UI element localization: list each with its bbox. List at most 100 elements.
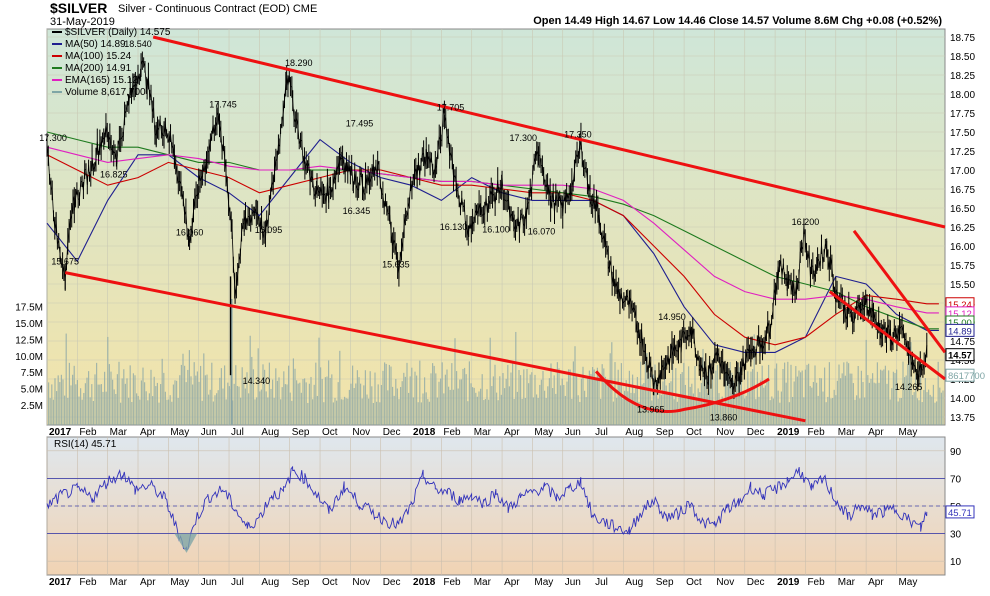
- volume-bar: [158, 402, 160, 425]
- volume-bar: [846, 361, 848, 425]
- volume-bar: [307, 402, 309, 425]
- volume-bar: [262, 364, 264, 425]
- volume-bar: [379, 402, 381, 425]
- rsi-line: [46, 465, 928, 551]
- volume-bar: [576, 374, 578, 425]
- volume-bar: [302, 379, 304, 425]
- volume-bar: [662, 381, 664, 425]
- volume-bar: [264, 369, 266, 425]
- volume-bar: [465, 374, 467, 425]
- volume-bar: [430, 373, 432, 425]
- volume-bar: [792, 396, 794, 425]
- volume-bar: [481, 374, 483, 425]
- price-tick-label: 15.50: [950, 280, 975, 291]
- volume-bar: [531, 372, 533, 425]
- volume-bar: [460, 379, 462, 425]
- volume-bar: [529, 374, 531, 425]
- price-tick-label: 16.00: [950, 242, 975, 253]
- volume-bar: [856, 395, 858, 425]
- volume-bar: [48, 382, 50, 425]
- price-tick-label: 14.00: [950, 394, 975, 405]
- volume-bar: [624, 390, 626, 425]
- volume-bar: [54, 378, 56, 425]
- volume-bar: [475, 392, 477, 425]
- volume-bar: [744, 398, 746, 425]
- volume-bar: [64, 395, 66, 425]
- volume-bar: [556, 362, 558, 425]
- volume-bar: [886, 383, 888, 425]
- legend-swatch: [52, 31, 62, 34]
- volume-bar: [830, 398, 832, 425]
- volume-bar: [412, 397, 414, 425]
- volume-bar: [299, 382, 301, 425]
- volume-bar: [932, 384, 934, 425]
- volume-bar: [249, 335, 251, 425]
- x-tick-label: Jul: [595, 427, 608, 438]
- price-tick-label: 17.75: [950, 109, 975, 120]
- volume-bar: [918, 400, 920, 425]
- price-tick-label: 17.50: [950, 128, 975, 139]
- volume-bar: [236, 385, 238, 425]
- volume-bar: [528, 383, 530, 425]
- volume-bar: [83, 392, 85, 425]
- volume-bar: [342, 399, 344, 425]
- x-tick-label: Nov: [352, 427, 370, 438]
- volume-tick-label: 17.5M: [15, 303, 43, 314]
- volume-bar: [424, 377, 426, 425]
- volume-bar: [441, 362, 443, 425]
- volume-bar: [328, 360, 330, 425]
- volume-bar: [76, 380, 78, 425]
- volume-bar: [49, 398, 51, 425]
- volume-bar: [99, 384, 101, 425]
- volume-tick-label: 15.0M: [15, 319, 43, 330]
- volume-bar: [176, 380, 178, 425]
- x-tick-label: Sep: [292, 577, 310, 588]
- volume-bar: [574, 346, 576, 425]
- price-tick-label: 17.25: [950, 147, 975, 158]
- legend-swatch: [52, 43, 62, 46]
- volume-bar: [884, 365, 886, 425]
- volume-bar: [552, 388, 554, 425]
- volume-bar: [356, 370, 358, 425]
- volume-bar: [220, 368, 222, 425]
- volume-bar: [860, 370, 862, 425]
- volume-bar: [89, 397, 91, 425]
- volume-bar: [56, 391, 58, 425]
- price-tick-label: 18.50: [950, 52, 975, 63]
- volume-bar: [652, 374, 654, 425]
- x-tick-label: Feb: [807, 577, 825, 588]
- volume-bar: [65, 333, 67, 425]
- volume-bar: [894, 372, 896, 425]
- volume-bar: [814, 365, 816, 425]
- volume-bar: [540, 379, 542, 425]
- description-text: Silver - Continuous Contract (EOD): [118, 3, 290, 15]
- volume-bar: [456, 371, 458, 425]
- volume-bar: [212, 401, 214, 425]
- volume-bar: [489, 337, 491, 425]
- volume-bar: [908, 349, 910, 425]
- volume-bar: [112, 379, 114, 425]
- volume-bar: [768, 364, 770, 425]
- volume-bar: [912, 395, 914, 425]
- volume-bar: [532, 397, 534, 425]
- volume-bar: [836, 380, 838, 425]
- volume-bar: [545, 398, 547, 425]
- volume-bar: [800, 372, 802, 425]
- volume-bar: [321, 379, 323, 425]
- volume-bar: [476, 396, 478, 425]
- volume-bar: [612, 401, 614, 425]
- volume-bar: [763, 387, 765, 425]
- volume-bar: [257, 348, 259, 425]
- volume-bar: [259, 391, 261, 425]
- volume-bar: [81, 399, 83, 425]
- volume-bar: [204, 375, 206, 425]
- volume-bar: [227, 382, 229, 425]
- volume-bar: [232, 400, 234, 425]
- volume-bar: [878, 382, 880, 425]
- volume-bar: [113, 389, 115, 425]
- x-tick-label: 2019: [777, 427, 800, 438]
- volume-bar: [784, 362, 786, 425]
- volume-bar: [470, 383, 472, 425]
- volume-bar: [472, 387, 474, 425]
- volume-bar: [518, 369, 520, 425]
